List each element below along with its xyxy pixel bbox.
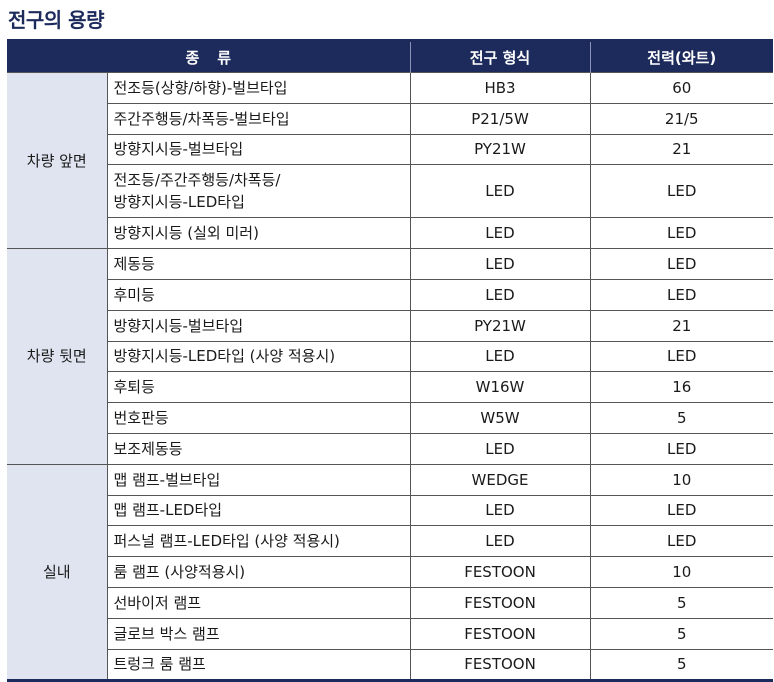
page-title: 전구의 용량 <box>8 8 104 32</box>
row-label-line-1: 전조등/주간주행등/차폭등/ <box>113 171 281 190</box>
table-row: 룸 램프 (사양적용시) FESTOON 10 <box>7 556 773 588</box>
row-bulb-type: PY21W <box>409 133 591 166</box>
row-bulb-type: LED <box>409 340 591 373</box>
row-power: LED <box>589 278 773 311</box>
row-label: 선바이저 램프 <box>106 586 411 619</box>
table-row: 전조등/주간주행등/차폭등/ 방향지시등-LED타입 LED LED <box>7 164 773 219</box>
row-label: 보조제동등 <box>106 432 411 465</box>
table-row: 선바이저 램프 FESTOON 5 <box>7 586 773 619</box>
row-label-multiline: 전조등/주간주행등/차폭등/ 방향지시등-LED타입 <box>106 164 411 219</box>
header-kind-b: 류 <box>217 48 232 67</box>
row-power: 16 <box>589 371 773 404</box>
row-power: 5 <box>589 648 773 682</box>
row-power: 5 <box>589 617 773 650</box>
row-bulb-type: LED <box>409 248 591 280</box>
table-row: 번호판등 W5W 5 <box>7 402 773 434</box>
table-row: 실내 맵 램프-벌브타입 WEDGE 10 <box>7 463 773 682</box>
row-label: 주간주행등/차폭등-벌브타입 <box>106 102 411 135</box>
table-row: 퍼스널 램프-LED타입 (사양 적용시) LED LED <box>7 525 773 558</box>
row-label: 제동등 <box>106 248 411 280</box>
row-bulb-type: FESTOON <box>409 617 591 650</box>
table-row: 트렁크 룸 램프 FESTOON 5 <box>7 648 773 682</box>
row-power: LED <box>589 494 773 527</box>
row-label: 방향지시등-LED타입 (사양 적용시) <box>106 340 411 373</box>
row-bulb-type: LED <box>409 278 591 311</box>
row-label: 맵 램프-LED타입 <box>106 494 411 527</box>
row-bulb-type: LED <box>409 164 591 219</box>
table-row: 방향지시등 (실외 미러) LED LED <box>7 217 773 250</box>
row-bulb-type: HB3 <box>409 72 591 104</box>
row-bulb-type: W5W <box>409 402 591 434</box>
group-interior: 실내 <box>7 463 108 682</box>
row-label: 글로브 박스 램프 <box>106 617 411 650</box>
row-power: LED <box>589 217 773 250</box>
row-bulb-type: LED <box>409 525 591 558</box>
table-row: 보조제동등 LED LED <box>7 432 773 465</box>
table-row: 주간주행등/차폭등-벌브타입 P21/5W 21/5 <box>7 102 773 135</box>
row-power: LED <box>589 164 773 219</box>
table-row: 후퇴등 W16W 16 <box>7 371 773 404</box>
table-row: 차량 앞면 전조등(상향/하향)-벌브타입 HB3 60 <box>7 71 773 250</box>
row-power: LED <box>589 432 773 465</box>
row-power: 21 <box>589 133 773 166</box>
row-bulb-type: LED <box>409 494 591 527</box>
row-label: 전조등(상향/하향)-벌브타입 <box>106 72 411 104</box>
row-label: 방향지시등-벌브타입 <box>106 309 411 342</box>
row-bulb-type: FESTOON <box>409 648 591 682</box>
row-bulb-type: WEDGE <box>409 463 591 496</box>
table-row: 후미등 LED LED <box>7 278 773 311</box>
header-bulb-type: 전구 형식 <box>409 40 590 73</box>
row-bulb-type: W16W <box>409 371 591 404</box>
row-power: 5 <box>589 402 773 434</box>
row-label-line-2: 방향지시등-LED타입 <box>113 193 245 212</box>
table-row: 방향지시등-벌브타입 PY21W 21 <box>7 133 773 166</box>
row-label: 후퇴등 <box>106 371 411 404</box>
row-label: 맵 램프-벌브타입 <box>106 463 411 496</box>
row-power: 10 <box>589 463 773 496</box>
row-bulb-type: P21/5W <box>409 102 591 135</box>
row-bulb-type: LED <box>409 217 591 250</box>
row-label: 번호판등 <box>106 402 411 434</box>
row-power: 10 <box>589 556 773 588</box>
row-label: 방향지시등 (실외 미러) <box>106 217 411 250</box>
table-row: 방향지시등-벌브타입 PY21W 21 <box>7 309 773 342</box>
row-power: LED <box>589 248 773 280</box>
table-row: 맵 램프-LED타입 LED LED <box>7 494 773 527</box>
row-label: 후미등 <box>106 278 411 311</box>
group-rear: 차량 뒷면 <box>7 248 108 465</box>
row-bulb-type: PY21W <box>409 309 591 342</box>
row-bulb-type: FESTOON <box>409 586 591 619</box>
row-power: 21/5 <box>589 102 773 135</box>
row-power: 5 <box>589 586 773 619</box>
header-kind-a: 종 <box>185 48 200 67</box>
row-label: 방향지시등-벌브타입 <box>106 133 411 166</box>
row-power: 21 <box>589 309 773 342</box>
row-label: 룸 램프 (사양적용시) <box>106 556 411 588</box>
table-row: 글로브 박스 램프 FESTOON 5 <box>7 617 773 650</box>
row-label: 퍼스널 램프-LED타입 (사양 적용시) <box>106 525 411 558</box>
group-front: 차량 앞면 <box>7 71 108 250</box>
row-power: 60 <box>589 72 773 104</box>
table-row: 차량 뒷면 제동등 LED LED <box>7 248 773 465</box>
row-power: LED <box>589 525 773 558</box>
row-bulb-type: FESTOON <box>409 556 591 588</box>
table-row: 방향지시등-LED타입 (사양 적용시) LED LED <box>7 340 773 373</box>
row-bulb-type: LED <box>409 432 591 465</box>
row-power: LED <box>589 340 773 373</box>
row-label: 트렁크 룸 램프 <box>106 648 411 682</box>
header-power: 전력(와트) <box>589 40 773 73</box>
